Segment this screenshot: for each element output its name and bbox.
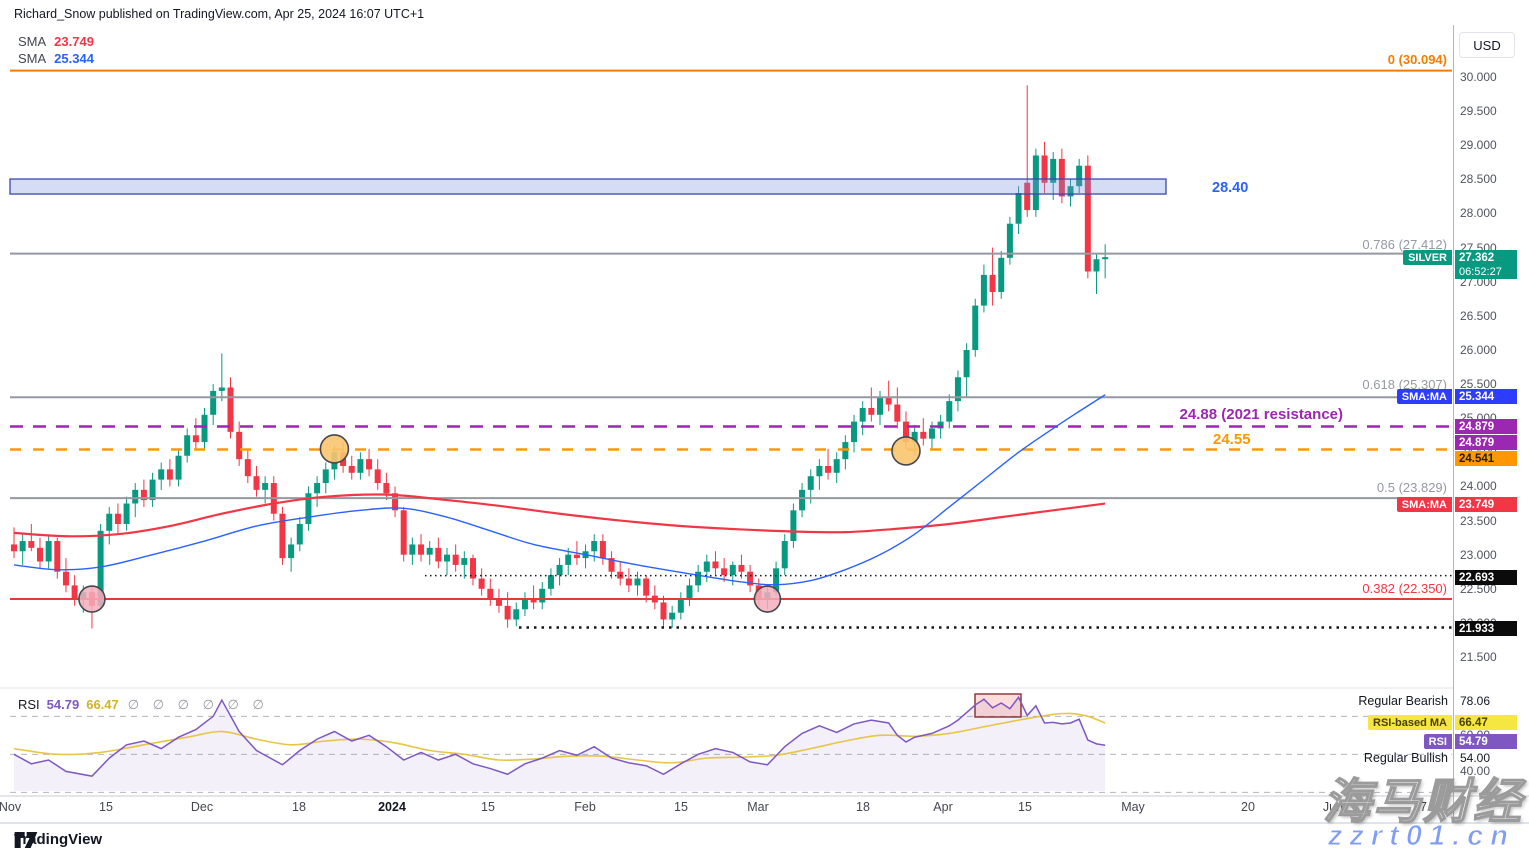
time-axis-label: 15 — [674, 800, 688, 814]
sma-blue-badge: 25.344 — [1455, 389, 1517, 404]
sma-red-tag: SMA:MA — [1396, 497, 1452, 512]
time-axis-label: 18 — [856, 800, 870, 814]
black-level-badge-2: 21.933 — [1455, 621, 1517, 636]
time-axis-label: 15 — [1018, 800, 1032, 814]
fib-50-label[interactable]: 0.5 (23.829) — [1376, 480, 1447, 495]
price-tick: 28.000 — [1460, 206, 1497, 221]
time-axis-label: 18 — [292, 800, 306, 814]
tradingview-logo[interactable]: TradingView — [14, 831, 102, 848]
currency-toggle-button[interactable]: USD — [1459, 32, 1515, 58]
watermark-url: zzrt01.cn — [1327, 820, 1515, 853]
last-price-badge: 27.362 — [1455, 250, 1517, 265]
tradingview-brand-text: TradingView — [14, 831, 103, 848]
time-axis-label: 15 — [481, 800, 495, 814]
rsi-tick-40: 40.00 — [1460, 764, 1491, 778]
rsi-title: RSI — [18, 697, 40, 712]
price-tick: 21.500 — [1460, 650, 1497, 665]
regular-bearish-value: 78.06 — [1460, 694, 1491, 708]
regular-bearish-label: Regular Bearish — [1358, 694, 1448, 708]
rsi-null-params: ∅ ∅ ∅ ∅ ∅ ∅ — [127, 697, 269, 712]
symbol-tag: SILVER — [1403, 250, 1452, 265]
price-tick: 26.500 — [1460, 308, 1497, 323]
sma-red-value: 23.749 — [54, 34, 94, 49]
time-axis-label: Mar — [747, 800, 769, 814]
time-axis-label: 15 — [99, 800, 113, 814]
time-axis-label: 17 — [1413, 800, 1427, 814]
price-tick: 23.000 — [1460, 547, 1497, 562]
price-tick: 28.500 — [1460, 172, 1497, 187]
time-axis-label: Feb — [574, 800, 596, 814]
footer-bar — [0, 823, 1529, 857]
sma-label: SMA — [18, 34, 47, 49]
fib-0-label[interactable]: 0 (30.094) — [1387, 52, 1447, 67]
purple-level-badge-1: 24.879 — [1455, 419, 1517, 434]
price-tick: 26.000 — [1460, 342, 1497, 357]
price-tick: 29.500 — [1460, 104, 1497, 119]
time-axis-label: Jun — [1322, 800, 1344, 814]
bar-countdown-badge: 06:52:27 — [1455, 265, 1517, 279]
rsi-badge: 54.79 — [1455, 734, 1517, 749]
rsi-ma-badge: 66.47 — [1455, 715, 1517, 730]
fib-786-label[interactable]: 0.786 (27.412) — [1362, 237, 1447, 252]
time-axis-label: Apr — [933, 800, 953, 814]
price-tick: 24.000 — [1460, 479, 1497, 494]
fib-618-label[interactable]: 0.618 (25.307) — [1362, 377, 1447, 392]
black-level-badge-1: 22.693 — [1455, 570, 1517, 585]
price-tick: 29.000 — [1460, 138, 1497, 153]
sma-blue-value: 25.344 — [54, 51, 94, 66]
legend-row-sma-blue: SMA 25.344 — [18, 50, 94, 67]
price-tick: 30.000 — [1460, 70, 1497, 84]
indicator-legend[interactable]: SMA 23.749 SMA 25.344 — [18, 33, 94, 67]
regular-bullish-label: Regular Bullish — [1363, 751, 1448, 765]
regular-bullish-value: 54.00 — [1460, 751, 1491, 765]
time-axis-label: Dec — [190, 800, 214, 814]
level-2455-label[interactable]: 24.55 — [1213, 431, 1251, 448]
price-tick: 22.500 — [1460, 581, 1497, 596]
time-axis-label: 20 — [1241, 800, 1255, 814]
price-tick: 23.500 — [1460, 513, 1497, 528]
published-note: Richard_Snow published on TradingView.co… — [14, 7, 425, 21]
fib-382-label[interactable]: 0.382 (22.350) — [1362, 581, 1447, 596]
time-axis-label: May — [1121, 800, 1145, 814]
rsi-value: 54.79 — [46, 697, 80, 712]
time-axis-label: 2024 — [378, 800, 406, 814]
legend-row-sma-red: SMA 23.749 — [18, 33, 94, 50]
orange-level-badge: 24.541 — [1455, 451, 1517, 466]
resistance-2488-label[interactable]: 24.88 (2021 resistance) — [1179, 406, 1343, 423]
rsi-tag: RSI — [1423, 734, 1452, 749]
sma-label: SMA — [18, 51, 47, 66]
watermark-cn: 海马财经 — [1322, 775, 1523, 830]
tradingview-mark-icon — [14, 832, 38, 848]
sma-red-badge: 23.749 — [1455, 497, 1517, 512]
price-tick: 25.500 — [1460, 377, 1497, 392]
time-axis-label: Nov — [0, 800, 22, 814]
rsi-ma-tag: RSI-based MA — [1368, 715, 1452, 730]
rsi-ma-value: 66.47 — [86, 697, 119, 712]
resistance-2840-label[interactable]: 28.40 — [1212, 180, 1249, 196]
purple-level-badge-2: 24.879 — [1455, 435, 1517, 450]
rsi-legend[interactable]: RSI 54.79 66.47 ∅ ∅ ∅ ∅ ∅ ∅ — [18, 697, 269, 713]
sma-blue-tag: SMA:MA — [1396, 389, 1452, 404]
